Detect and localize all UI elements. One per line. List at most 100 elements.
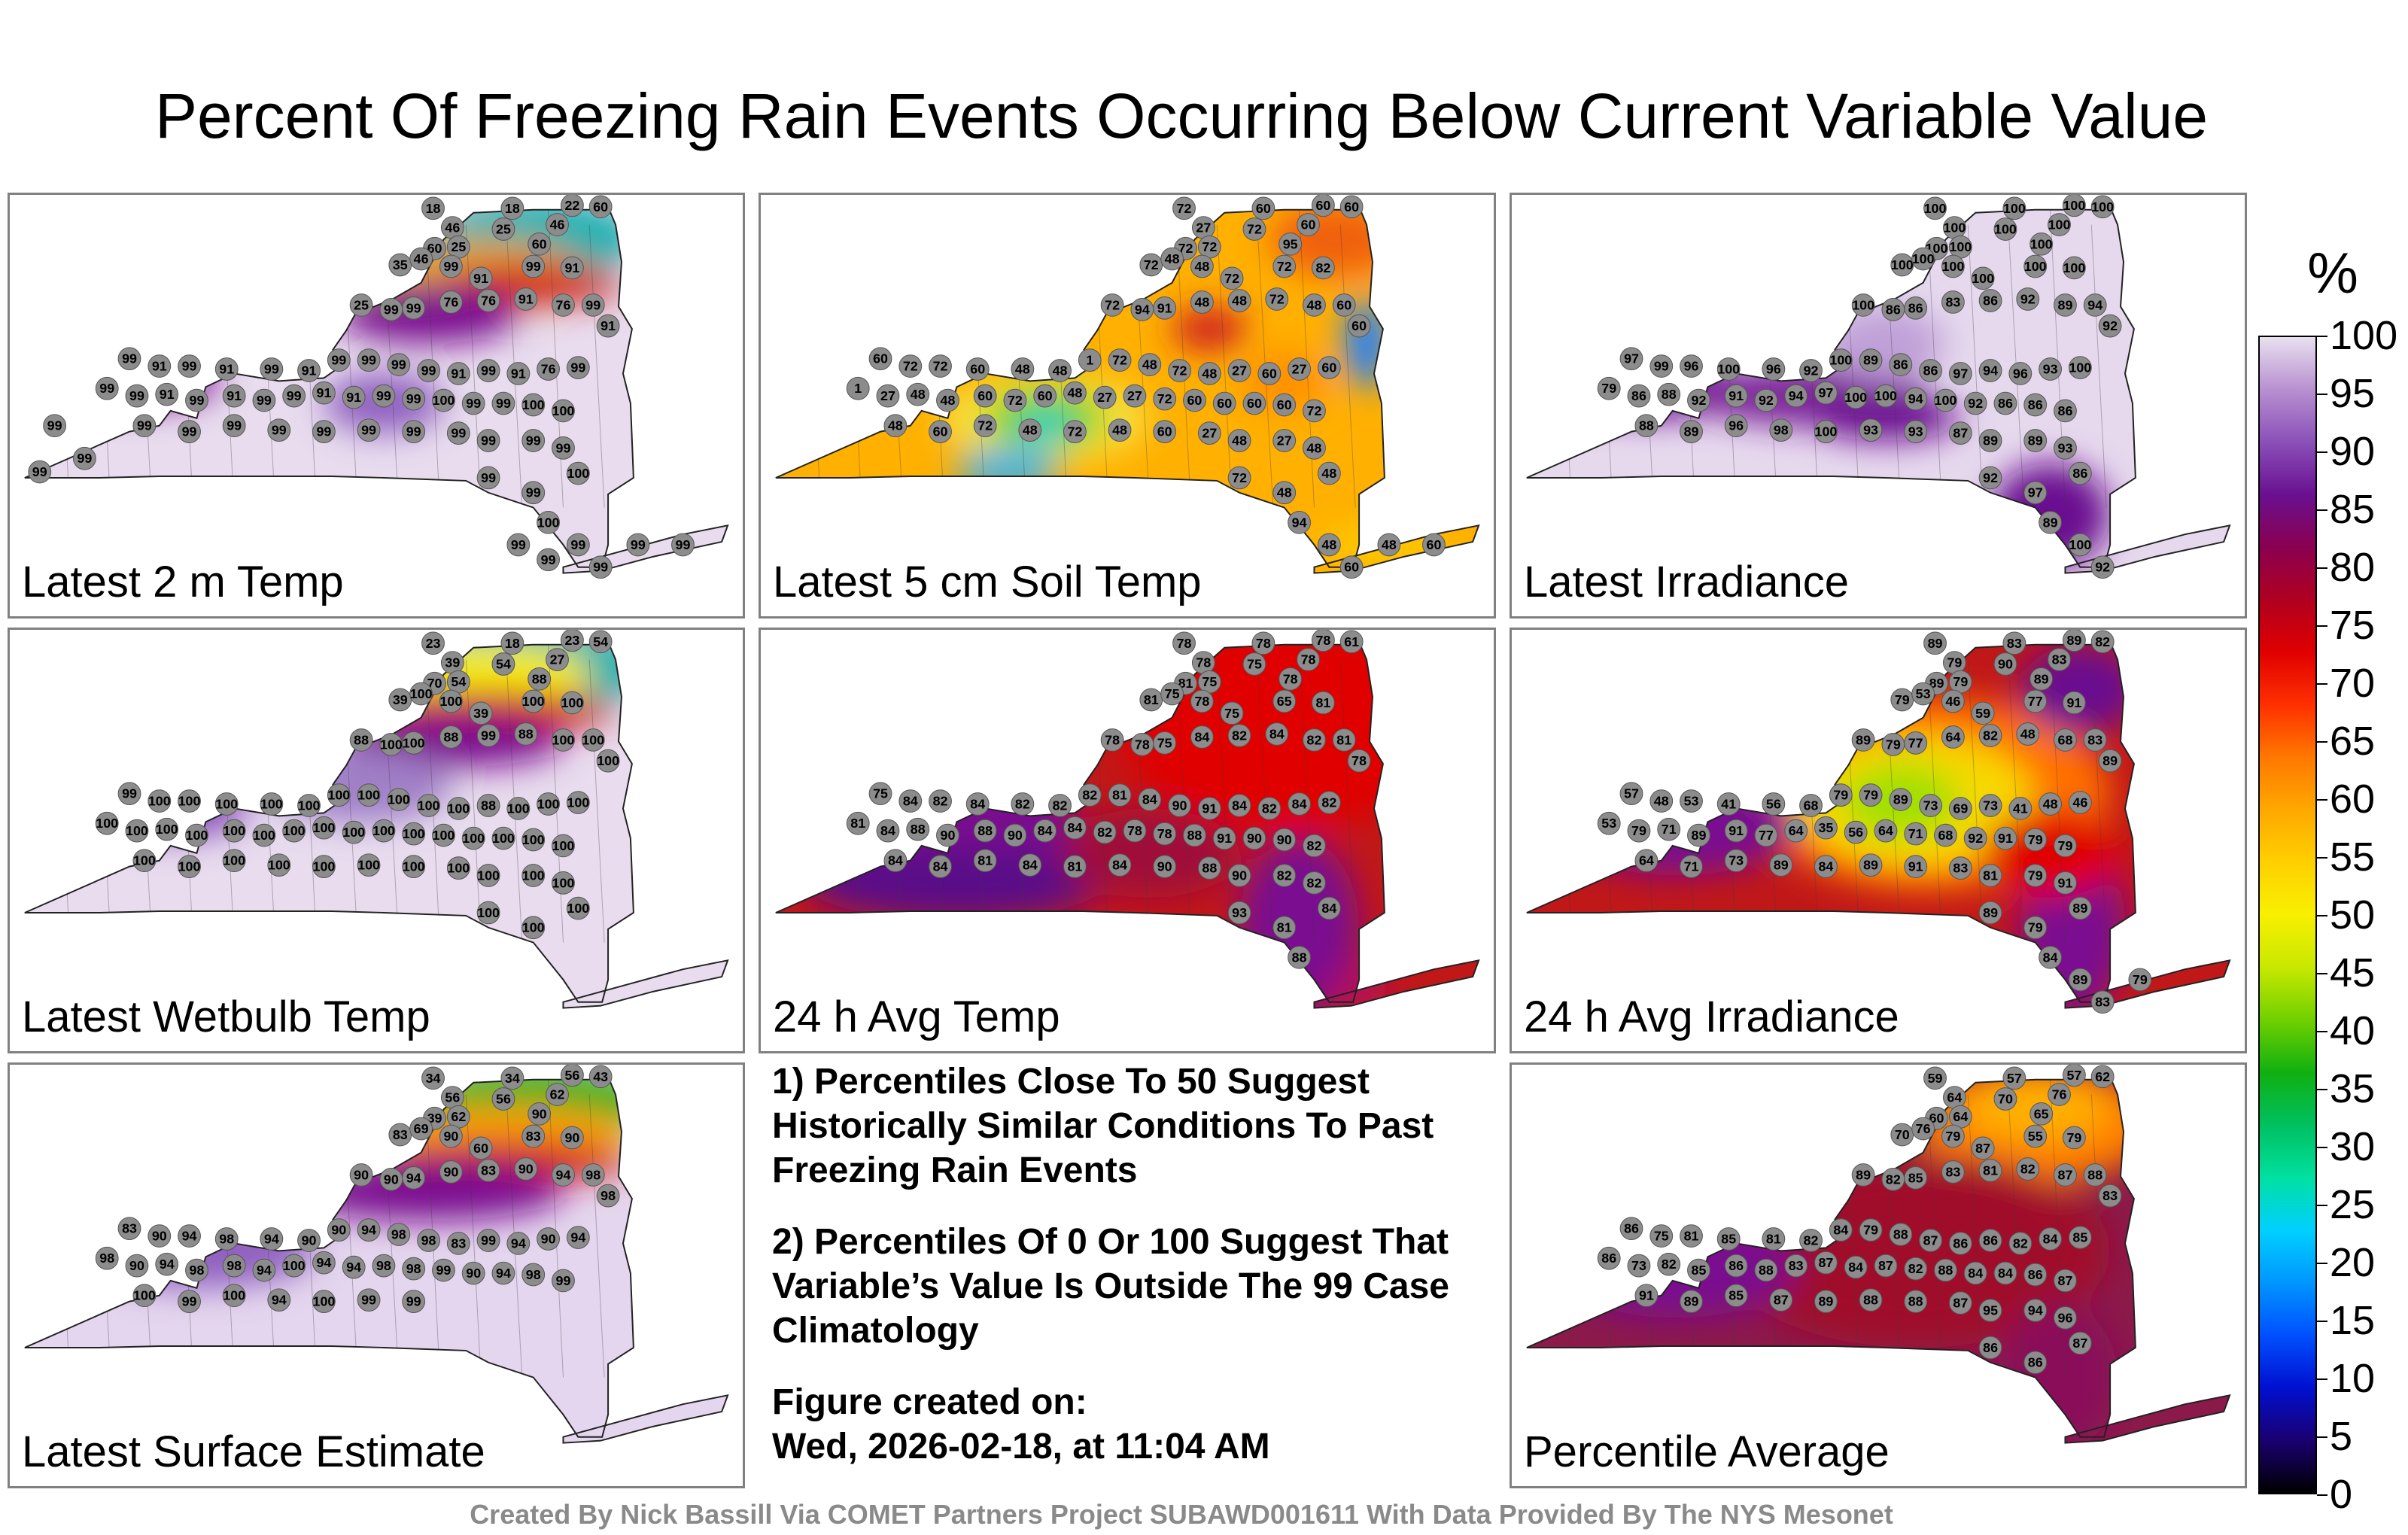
station-value: 79 xyxy=(2058,838,2073,853)
station-value: 27 xyxy=(1202,426,1217,441)
colorbar-tick-mark xyxy=(2317,915,2327,916)
station-marker xyxy=(125,1254,149,1278)
station-value: 60 xyxy=(1277,397,1292,412)
station-value: 100 xyxy=(522,694,545,709)
colorbar-tick-label: 30 xyxy=(2330,1124,2376,1169)
station-value: 39 xyxy=(427,1111,442,1126)
station-value: 84 xyxy=(1848,1260,1863,1275)
station-marker xyxy=(1754,388,1778,412)
station-value: 100 xyxy=(1941,259,1964,274)
station-value: 100 xyxy=(1935,393,1957,408)
station-marker xyxy=(446,1232,470,1255)
station-value: 84 xyxy=(903,794,918,809)
station-value: 87 xyxy=(2058,1167,2073,1182)
station-value: 60 xyxy=(427,241,442,256)
station-value: 70 xyxy=(1895,1127,1910,1142)
station-marker xyxy=(868,782,892,806)
station-marker xyxy=(537,548,560,572)
station-value: 99 xyxy=(481,728,496,743)
station-value: 72 xyxy=(1232,470,1247,485)
station-marker xyxy=(2023,864,2048,887)
station-value: 98 xyxy=(526,1267,541,1282)
station-value: 100 xyxy=(223,853,245,868)
station-value: 88 xyxy=(1938,1263,1953,1278)
station-value: 90 xyxy=(331,1223,346,1238)
station-value: 72 xyxy=(1112,353,1127,368)
station-marker xyxy=(552,871,575,895)
station-marker xyxy=(1311,195,1335,217)
station-value: 90 xyxy=(1172,798,1187,813)
station-value: 27 xyxy=(880,388,895,403)
station-value: 76 xyxy=(541,362,556,377)
station-value: 82 xyxy=(1307,838,1322,853)
station-marker xyxy=(1904,387,1928,411)
station-value: 53 xyxy=(1916,686,1931,701)
station-value: 94 xyxy=(1983,363,1998,378)
station-value: 86 xyxy=(1728,1258,1744,1273)
station-marker xyxy=(1716,792,1741,816)
station-marker xyxy=(1687,388,1710,412)
station-marker xyxy=(596,1184,620,1208)
station-value: 76 xyxy=(481,293,496,309)
colorbar xyxy=(2258,336,2317,1494)
station-marker xyxy=(2023,1263,2048,1287)
station-value: 72 xyxy=(977,418,993,433)
station-value: 18 xyxy=(505,636,520,651)
station-marker xyxy=(1762,357,1786,381)
station-marker xyxy=(1680,420,1703,443)
station-marker xyxy=(2128,968,2152,992)
station-marker xyxy=(2062,1126,2086,1150)
station-value: 79 xyxy=(1601,381,1616,396)
station-value: 90 xyxy=(354,1167,369,1182)
station-value: 94 xyxy=(1135,302,1150,317)
station-value: 87 xyxy=(1923,1233,1938,1248)
station-value: 78 xyxy=(1177,636,1192,651)
station-marker xyxy=(1814,1251,1838,1275)
station-value: 25 xyxy=(496,222,511,237)
station-value: 57 xyxy=(2007,1071,2022,1086)
station-value: 54 xyxy=(593,634,608,649)
station-marker xyxy=(1634,414,1659,438)
station-marker xyxy=(1078,783,1102,807)
station-marker xyxy=(1941,725,1965,749)
station-value: 92 xyxy=(2102,318,2118,333)
station-marker xyxy=(1332,728,1356,752)
station-value: 100 xyxy=(552,403,575,418)
station-marker xyxy=(1227,289,1251,312)
station-value: 86 xyxy=(1983,1233,1998,1248)
station-value: 89 xyxy=(2028,433,2043,448)
station-value: 75 xyxy=(1165,686,1180,701)
station-marker xyxy=(342,1255,366,1279)
station-value: 90 xyxy=(532,1106,547,1121)
station-value: 88 xyxy=(443,729,458,744)
station-value: 99 xyxy=(451,426,466,441)
long-island-outline xyxy=(562,959,729,1009)
station-marker xyxy=(402,855,426,878)
station-value: 46 xyxy=(550,217,565,233)
station-marker xyxy=(546,648,569,671)
notes-block: 1) Percentiles Close To 50 Suggest Histo… xyxy=(772,1059,1479,1469)
station-marker xyxy=(500,631,524,655)
station-marker xyxy=(1859,348,1883,372)
station-value: 89 xyxy=(1684,1294,1699,1309)
station-value: 86 xyxy=(1983,1340,1998,1355)
station-marker xyxy=(1859,418,1883,442)
station-value: 86 xyxy=(2028,397,2043,412)
ny-state-map: 23 18 23 54 39 54 27 70 54 88 39 100 100 39 100 100 88 10… xyxy=(24,630,729,1009)
station-marker xyxy=(1948,1232,1972,1255)
station-marker xyxy=(342,820,366,844)
station-value: 81 xyxy=(977,853,993,868)
field-blob xyxy=(1826,306,1946,381)
station-value: 100 xyxy=(522,868,545,883)
station-value: 99 xyxy=(384,302,399,317)
station-marker xyxy=(147,354,172,378)
station-marker xyxy=(1242,217,1266,241)
station-marker xyxy=(178,1224,201,1248)
station-value: 97 xyxy=(2028,485,2043,500)
station-value: 90 xyxy=(152,1229,167,1244)
station-marker xyxy=(1227,864,1251,887)
station-value: 89 xyxy=(1692,828,1707,843)
station-marker xyxy=(965,357,990,381)
station-marker xyxy=(252,823,276,847)
station-value: 48 xyxy=(1067,385,1082,400)
